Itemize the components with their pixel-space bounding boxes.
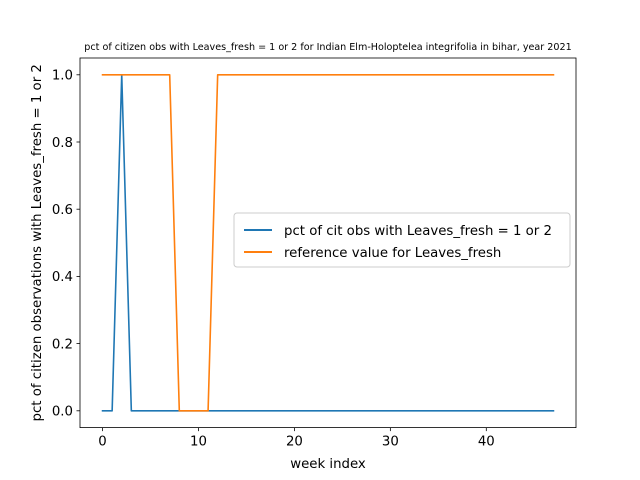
- legend: pct of cit obs with Leaves_fresh = 1 or …: [233, 212, 571, 268]
- legend-label-series-1: pct of cit obs with Leaves_fresh = 1 or …: [284, 224, 552, 239]
- legend-label-series-2: reference value for Leaves_fresh: [284, 246, 501, 261]
- x-tick-label: 30: [382, 435, 399, 450]
- x-tick-label: 0: [98, 435, 106, 450]
- x-axis-label: week index: [290, 457, 366, 472]
- y-tick-label: 0.2: [52, 337, 73, 352]
- x-axis: 0 10 20 30 40: [98, 427, 495, 450]
- x-tick-label: 10: [190, 435, 207, 450]
- chart-title: pct of citizen obs with Leaves_fresh = 1…: [84, 42, 571, 53]
- x-tick-label: 40: [478, 435, 495, 450]
- y-tick-label: 1.0: [52, 69, 73, 84]
- y-tick-label: 0.6: [52, 203, 73, 218]
- y-tick-label: 0.4: [52, 270, 73, 285]
- axes-layer: [79, 57, 577, 429]
- legend-box: [233, 212, 571, 268]
- series-layer: [101, 74, 555, 412]
- y-axis-label: pct of citizen observations with Leaves_…: [30, 64, 45, 421]
- y-axis: 0.0 0.2 0.4 0.6 0.8 1.0: [52, 69, 80, 420]
- y-tick-label: 0.8: [52, 136, 73, 151]
- series-line-2: [101, 74, 555, 412]
- axes-frame: [79, 57, 577, 429]
- series-line-1: [101, 74, 555, 412]
- x-tick-label: 20: [286, 435, 303, 450]
- y-tick-label: 0.0: [52, 405, 73, 420]
